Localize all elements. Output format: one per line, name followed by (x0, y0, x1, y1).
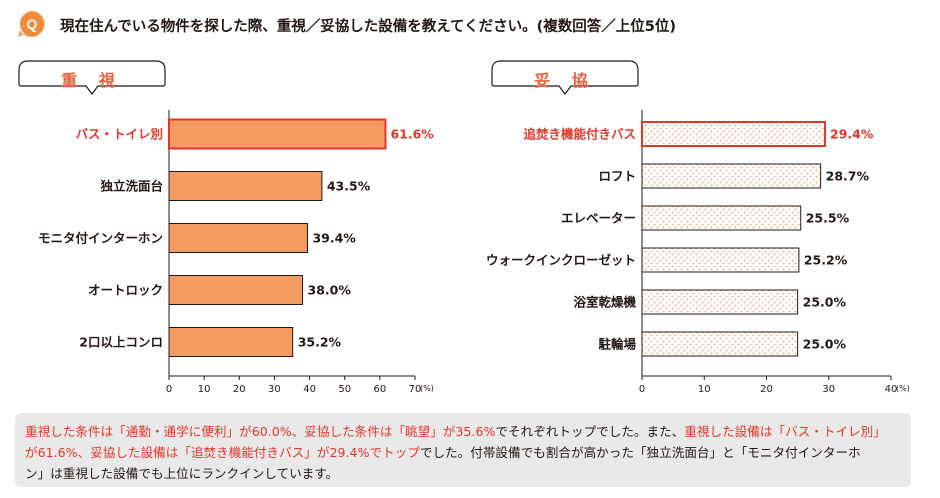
category-label: 独立洗面台 (99, 179, 163, 194)
value-label: 38.0% (308, 283, 352, 298)
x-tick-label: 20 (233, 384, 246, 395)
bar (641, 205, 802, 231)
summary-segment: でした。付帯設備でも割合が高かった「独立洗面台」と「モニタ付インターホ (419, 445, 861, 460)
summary-line-3: ン」は重視した設備でも上位にランクインしています。 (25, 463, 899, 484)
x-tick-label: 30 (822, 384, 835, 395)
category-label: 駐輪場 (598, 337, 636, 352)
q-badge-icon: Q (18, 10, 45, 37)
value-label: 61.6% (390, 127, 434, 142)
bar (641, 331, 799, 357)
bar (641, 163, 822, 189)
value-label: 43.5% (327, 179, 371, 194)
tab-compromise: 妥 協 (491, 60, 639, 96)
category-label: 浴室乾燥機 (573, 295, 636, 310)
x-tick-label: 10 (198, 384, 211, 395)
summary-segment: でそれぞれトップでした。また、 (495, 424, 685, 439)
summary-segment: が61.6%、妥協した設備は「追焚き機能付きバス」が29.4%でトップ (25, 445, 420, 460)
bar (168, 223, 308, 253)
bar (641, 289, 799, 315)
tab-emphasize-label: 重 視 (61, 71, 123, 90)
x-tick-label: 60 (373, 384, 386, 395)
x-tick-label: 70 (409, 384, 422, 395)
emphasize-bar-chart: 0 10 20 30 40 50 60 70(%) バス・トイレ別 61.6% 独立洗面台 43.5%… (38, 110, 434, 395)
x-tick-label: 40 (885, 384, 898, 395)
summary-segment: ン」は重視した設備でも上位にランクインしています。 (25, 466, 339, 481)
value-label: 25.0% (803, 295, 847, 310)
category-label: バス・トイレ別 (75, 127, 163, 142)
x-axis-unit: (%) (420, 384, 434, 393)
tab-compromise-label: 妥 協 (534, 71, 596, 90)
value-label: 39.4% (312, 231, 356, 246)
bar (168, 171, 323, 201)
x-tick-label: 40 (303, 384, 316, 395)
x-tick-label: 50 (338, 384, 351, 395)
tab-emphasize: 重 視 (18, 60, 166, 96)
category-label: エレベーター (561, 211, 636, 226)
category-label: 2口以上コンロ (79, 335, 163, 350)
x-tick-label: 30 (268, 384, 281, 395)
category-label: 追焚き機能付きバス (523, 127, 636, 142)
bar (168, 118, 387, 150)
x-tick-label: 0 (166, 384, 172, 395)
bar (641, 247, 800, 273)
category-label: オートロック (88, 283, 163, 298)
bar (168, 327, 294, 357)
category-label: モニタ付インターホン (38, 231, 163, 246)
summary-box: 重視した条件は「通勤・通学に便利」が60.0%、妥協した条件は「眺望」が35.6… (15, 413, 911, 487)
value-label: 25.5% (806, 211, 850, 226)
category-label: ロフト (598, 169, 636, 184)
value-label: 25.2% (804, 253, 848, 268)
summary-line-1: 重視した条件は「通勤・通学に便利」が60.0%、妥協した条件は「眺望」が35.6… (25, 421, 899, 442)
value-label: 28.7% (826, 169, 870, 184)
value-label: 35.2% (298, 335, 342, 350)
x-axis-unit: (%) (896, 384, 910, 393)
x-tick-label: 20 (760, 384, 773, 395)
compromise-bar-chart: 0 10 20 30 40(%) 追焚き機能付きバス 29.4% ロフト 28.7% エレベーター… (486, 110, 910, 395)
x-tick-label: 10 (698, 384, 711, 395)
tab-emphasize-shape (18, 60, 166, 95)
summary-segment: 重視した設備は「バス・トイレ別」 (684, 424, 886, 439)
bar (168, 275, 304, 305)
value-label: 29.4% (830, 127, 874, 142)
summary-segment: 重視した条件は「通勤・通学に便利」が60.0%、妥協した条件は「眺望」が35.6… (25, 424, 496, 439)
category-label: ウォークインクローゼット (486, 253, 636, 268)
x-tick-label: 0 (639, 384, 645, 395)
bar (641, 121, 827, 147)
question-text: 現在住んでいる物件を探した際、重視／妥協した設備を教えてください。(複数回答／上… (60, 19, 676, 35)
value-label: 25.0% (803, 337, 847, 352)
summary-line-2: が61.6%、妥協した設備は「追焚き機能付きバス」が29.4%でトップでした。付… (25, 442, 899, 463)
q-badge-letter: Q (27, 16, 38, 32)
tab-compromise-shape (491, 60, 639, 95)
